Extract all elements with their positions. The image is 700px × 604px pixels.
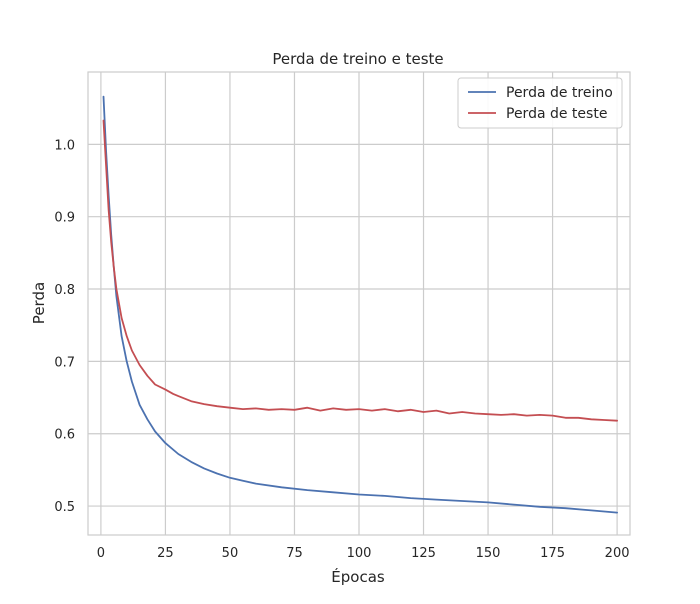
y-tick-label: 0.5	[54, 500, 75, 515]
y-axis-label: Perda	[30, 282, 48, 324]
y-tick-label: 0.7	[54, 355, 75, 370]
legend-box	[457, 77, 623, 129]
x-tick-label: 25	[157, 546, 174, 561]
chart-title: Perda de treino e teste	[272, 50, 443, 68]
x-tick-label: 175	[540, 546, 565, 561]
y-tick-label: 0.9	[54, 211, 75, 226]
x-axis-label: Épocas	[331, 567, 385, 586]
x-tick-labels: 0 25 50 75 100 125 150 175 200	[97, 546, 630, 561]
plot-area	[87, 71, 631, 536]
series-line-teste	[102, 119, 618, 422]
series-line-treino	[102, 95, 618, 514]
legend-label: Perda de teste	[506, 106, 607, 122]
x-tick-label: 100	[347, 546, 372, 561]
x-tick-label: 75	[286, 546, 303, 561]
legend: Perda de treino Perda de teste	[457, 77, 623, 129]
x-tick-label: 200	[605, 546, 630, 561]
y-tick-labels: 0.5 0.6 0.7 0.8 0.9 1.0	[54, 138, 75, 515]
x-tick-label: 150	[476, 546, 501, 561]
x-tick-label: 125	[411, 546, 436, 561]
y-tick-label: 0.6	[54, 428, 75, 443]
y-tick-label: 1.0	[54, 138, 75, 153]
y-tick-label: 0.8	[54, 283, 75, 298]
legend-label: Perda de treino	[506, 85, 613, 101]
x-tick-label: 0	[97, 546, 105, 561]
x-tick-label: 50	[222, 546, 239, 561]
